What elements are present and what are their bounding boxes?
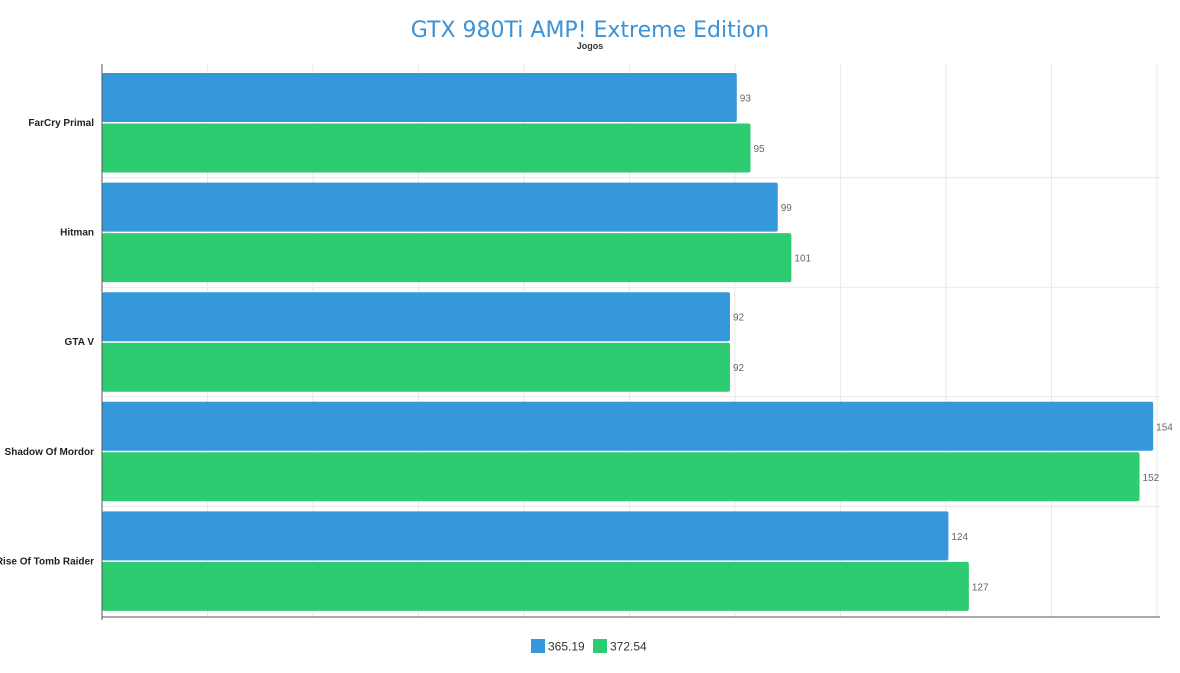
bar-shadow-of-mordor-372-54 — [102, 452, 1140, 502]
bar-rise-of-tomb-raider-372-54 — [102, 561, 969, 611]
legend-swatch — [593, 639, 607, 653]
data-label: 92 — [733, 313, 745, 324]
legend-label: 365.19 — [548, 640, 585, 654]
axes — [101, 64, 1160, 620]
bar-hitman-365-19 — [102, 182, 778, 232]
data-label: 101 — [794, 254, 811, 265]
bar-gta-v-372-54 — [102, 342, 730, 392]
chart-title: GTX 980Ti AMP! Extreme Edition — [411, 18, 769, 43]
data-label: 127 — [972, 582, 989, 593]
data-labels: 93 95 99 101 92 92 154 152 124 127 — [733, 94, 1173, 594]
bar-gta-v-365-19 — [102, 292, 730, 342]
data-label: 124 — [951, 532, 968, 543]
data-label: 154 — [1156, 422, 1173, 433]
axis-label-jogos: Jogos — [577, 41, 604, 51]
bar-hitman-372-54 — [102, 233, 792, 283]
bar-shadow-of-mordor-365-19 — [102, 401, 1154, 451]
data-label: 92 — [733, 363, 745, 374]
data-label: 95 — [753, 144, 765, 155]
category-label: FarCry Primal — [28, 118, 94, 129]
legend-label: 372.54 — [610, 640, 647, 654]
category-labels: FarCry Primal Hitman GTA V Shadow Of Mordor… — [0, 118, 94, 567]
bars — [102, 73, 1154, 611]
category-label: Shadow Of Mordor — [5, 447, 95, 458]
bar-farcry-primal-372-54 — [102, 123, 751, 173]
legend-swatch — [531, 639, 545, 653]
legend: 365.19 372.54 — [531, 639, 647, 654]
bar-farcry-primal-365-19 — [102, 73, 737, 122]
bar-rise-of-tomb-raider-365-19 — [102, 511, 949, 561]
data-label: 152 — [1143, 473, 1160, 484]
category-label: Rise Of Tomb Raider — [0, 556, 94, 567]
category-label: GTA V — [65, 337, 95, 348]
data-label: 99 — [781, 203, 793, 214]
category-label: Hitman — [60, 228, 94, 239]
data-label: 93 — [740, 94, 752, 105]
